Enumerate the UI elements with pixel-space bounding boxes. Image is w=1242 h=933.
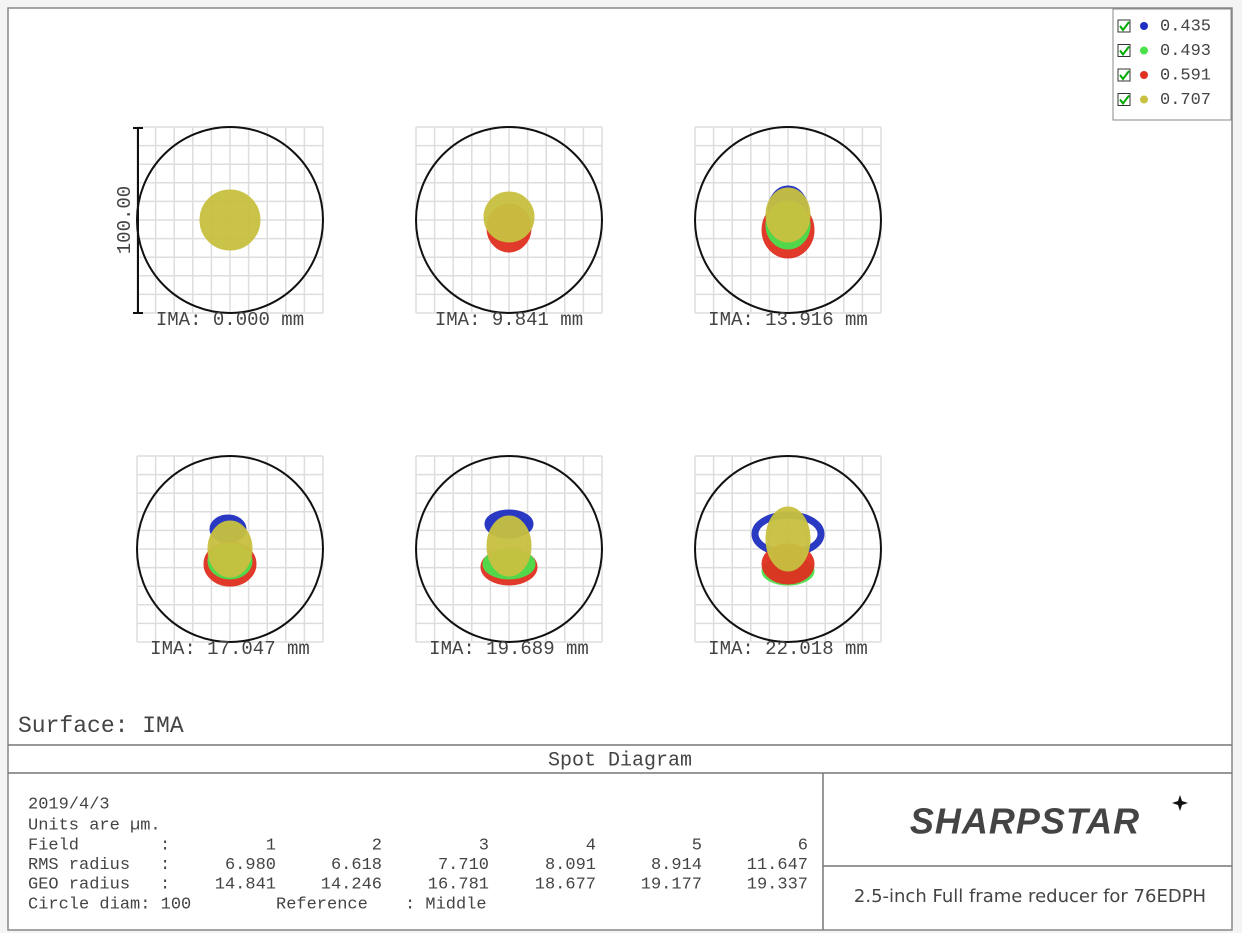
table-cell: 5 <box>692 836 702 855</box>
table-cell: 6.618 <box>331 856 382 875</box>
logo: SHARPSTAR <box>910 801 1140 842</box>
checkmark <box>1119 21 1130 32</box>
spot <box>483 191 535 243</box>
checkmark <box>1119 45 1130 57</box>
airy-circle <box>694 126 882 314</box>
airy-circle <box>694 455 882 643</box>
table-cell: 7.710 <box>438 856 489 875</box>
field-label: IMA: 22.018 mm <box>708 638 868 660</box>
legend-box <box>1112 8 1232 121</box>
separator: : <box>160 856 170 875</box>
plot-title: Spot Diagram <box>548 749 692 772</box>
legend-symbol <box>1140 22 1148 30</box>
spot <box>207 520 253 578</box>
circle-diameter: Circle diam: 100 <box>28 895 191 914</box>
separator: : <box>160 875 170 894</box>
row-label: Field <box>28 836 79 855</box>
table-cell: 8.091 <box>545 856 596 875</box>
scale-label: 100.00 <box>114 186 136 254</box>
field-label: IMA: 19.689 mm <box>429 638 589 660</box>
row-label: RMS radius <box>28 856 130 875</box>
table-cell: 6 <box>798 836 808 855</box>
field-label: IMA: 9.841 mm <box>435 309 583 331</box>
separator: : <box>160 836 170 855</box>
table-cell: 16.781 <box>428 875 489 894</box>
legend-label: 0.493 <box>1160 42 1211 61</box>
units: Units are µm. <box>28 816 161 835</box>
spot <box>765 506 811 572</box>
date: 2019/4/3 <box>28 795 110 814</box>
table-cell: 4 <box>586 836 596 855</box>
legend-symbol <box>1140 46 1148 55</box>
reference: Reference <box>276 895 368 914</box>
checkmark <box>1119 94 1130 106</box>
spot <box>199 189 261 251</box>
table-cell: 18.677 <box>535 875 596 894</box>
reference-value: : Middle <box>405 895 487 914</box>
table-cell: 19.177 <box>641 875 702 894</box>
field-label: IMA: 0.000 mm <box>156 309 304 331</box>
spot <box>765 187 811 243</box>
legend-label: 0.591 <box>1160 66 1211 85</box>
table-cell: 2 <box>372 836 382 855</box>
airy-circle <box>415 455 603 643</box>
airy-circle <box>136 455 324 643</box>
legend-symbol <box>1140 71 1148 79</box>
table-cell: 6.980 <box>225 856 276 875</box>
legend-label: 0.707 <box>1160 91 1211 110</box>
table-cell: 3 <box>479 836 489 855</box>
logo-star <box>1172 795 1188 811</box>
field-label: IMA: 17.047 mm <box>150 638 310 660</box>
table-cell: 19.337 <box>747 875 808 894</box>
table-cell: 11.647 <box>747 856 808 875</box>
description: 2.5-inch Full frame reducer for 76EDPH <box>854 886 1206 907</box>
table-cell: 8.914 <box>651 856 702 875</box>
field-label: IMA: 13.916 mm <box>708 309 868 331</box>
airy-circle <box>415 126 603 314</box>
row-label: GEO radius <box>28 875 130 894</box>
table-cell: 1 <box>266 836 276 855</box>
checkmark <box>1119 70 1130 81</box>
legend-label: 0.435 <box>1160 17 1211 36</box>
legend-symbol <box>1140 95 1148 104</box>
surface-label: Surface: IMA <box>18 713 184 739</box>
spot <box>486 515 532 577</box>
table-cell: 14.841 <box>215 875 276 894</box>
table-cell: 14.246 <box>321 875 382 894</box>
